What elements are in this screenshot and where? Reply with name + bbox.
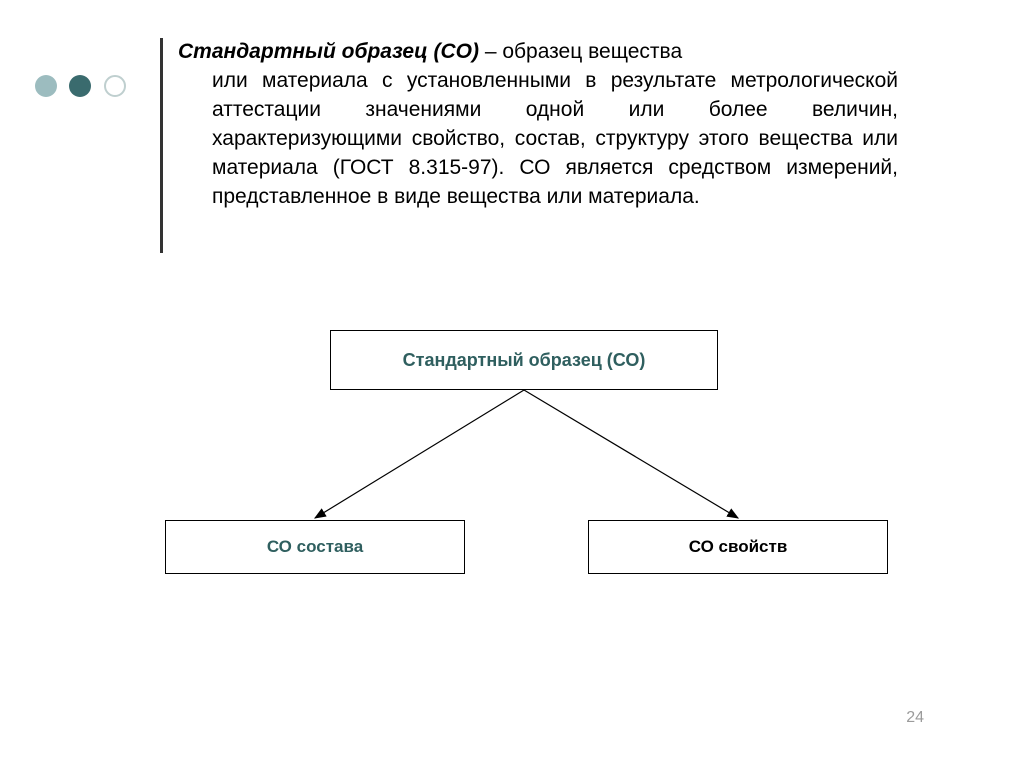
dot-icon: [35, 75, 57, 97]
node-left-label: СО состава: [267, 537, 363, 557]
node-right-label: СО свойств: [689, 537, 788, 557]
node-root-label: Стандартный образец (СО): [403, 350, 646, 371]
page-number: 24: [906, 709, 924, 727]
dot-icon: [104, 75, 126, 97]
node-right: СО свойств: [588, 520, 888, 574]
decoration-dots: [35, 75, 134, 102]
hierarchy-diagram: Стандартный образец (СО) СО состава СО с…: [160, 330, 900, 590]
node-left: СО состава: [165, 520, 465, 574]
definition-body: или материала с установленными в результ…: [178, 67, 898, 212]
edge-root-right: [524, 390, 738, 518]
term-label: Стандартный образец (СО): [178, 40, 479, 63]
definition-line1: – образец вещества: [479, 40, 682, 63]
node-root: Стандартный образец (СО): [330, 330, 718, 390]
vertical-divider: [160, 38, 163, 253]
definition-paragraph: Стандартный образец (СО) – образец вещес…: [178, 38, 898, 212]
dot-icon: [69, 75, 91, 97]
edge-root-left: [315, 390, 524, 518]
